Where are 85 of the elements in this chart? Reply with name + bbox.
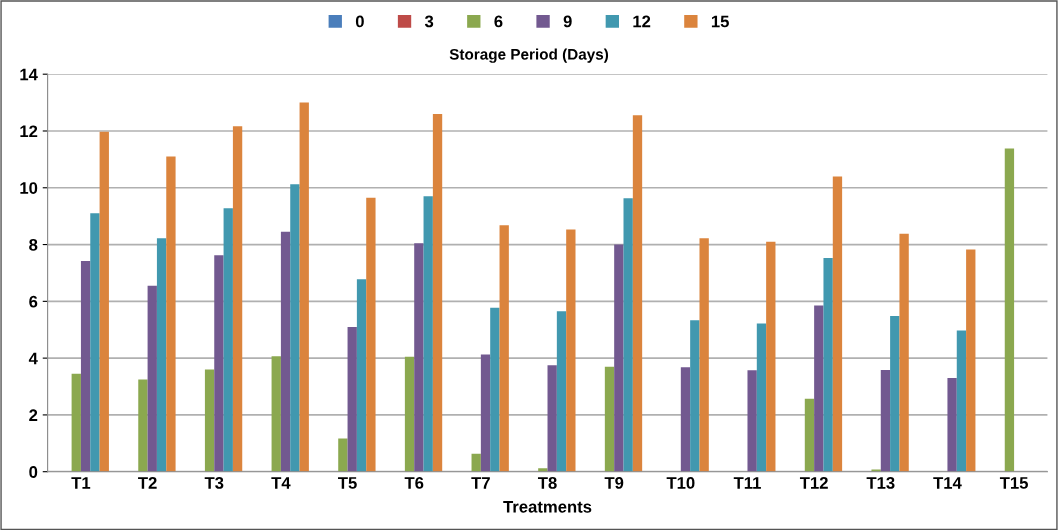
- bar: [338, 438, 348, 472]
- bar: [899, 233, 909, 472]
- bar: [71, 373, 81, 472]
- bar: [204, 369, 215, 472]
- bar: [90, 213, 100, 472]
- bar: [880, 370, 891, 472]
- x-tick-label: T10: [666, 477, 695, 489]
- bar: [871, 469, 881, 472]
- bar: [156, 238, 167, 472]
- bar: [699, 238, 709, 472]
- bar: [138, 379, 148, 472]
- y-tick-label: 10: [20, 182, 38, 194]
- y-tick-label: 4: [28, 352, 38, 365]
- legend-label: 12: [633, 15, 651, 28]
- bar: [471, 453, 481, 472]
- bar: [804, 398, 815, 472]
- x-tick-label: T2: [138, 477, 157, 489]
- bar: [347, 326, 357, 472]
- legend-label: 0: [355, 15, 364, 28]
- bar: [623, 198, 633, 472]
- bar: [299, 102, 309, 472]
- bar: [604, 366, 615, 472]
- bar: [423, 196, 433, 472]
- x-axis-title: Treatments: [503, 501, 592, 513]
- bar: [814, 305, 824, 472]
- y-tick-label: 0: [29, 466, 38, 478]
- bar: [166, 156, 176, 472]
- bar: [366, 197, 376, 472]
- bar: [766, 241, 776, 472]
- bar: [290, 184, 300, 472]
- bar: [832, 176, 843, 472]
- y-tick-label: 8: [29, 238, 38, 251]
- bar: [614, 244, 624, 472]
- x-tick-label: T9: [604, 477, 624, 489]
- x-tick-label: T14: [933, 477, 962, 489]
- bar: [223, 208, 233, 472]
- bar: [490, 307, 500, 472]
- bar: [547, 365, 557, 472]
- bar: [756, 323, 767, 472]
- x-tick-label: T6: [404, 477, 424, 489]
- bar: [280, 231, 291, 472]
- bar: [538, 468, 548, 472]
- x-tick-label: T1: [71, 477, 91, 489]
- x-tick-label: T15: [999, 477, 1028, 489]
- bar: [632, 115, 643, 472]
- bar: [966, 249, 976, 472]
- x-tick-label: T8: [537, 477, 557, 489]
- x-tick-label: T12: [799, 477, 828, 489]
- bar: [414, 243, 424, 472]
- legend-label: 15: [711, 15, 729, 28]
- bar: [566, 229, 576, 472]
- bar: [214, 255, 224, 472]
- x-tick-label: T11: [733, 477, 761, 489]
- bar: [356, 279, 367, 472]
- bar: [890, 316, 900, 472]
- x-tick-label: T13: [866, 477, 895, 489]
- x-tick-label: T4: [271, 477, 291, 489]
- bar: [99, 131, 109, 472]
- bar: [271, 356, 281, 472]
- y-tick-label: 6: [29, 295, 38, 308]
- x-tick-label: T7: [471, 477, 490, 489]
- bar: [823, 257, 833, 472]
- bar: [947, 378, 957, 472]
- legend-label: 3: [424, 15, 434, 28]
- y-tick-label: 12: [20, 125, 38, 138]
- bar: [404, 356, 415, 472]
- x-tick-label: T5: [338, 477, 357, 489]
- bar: [1004, 148, 1015, 472]
- bar: [147, 285, 157, 472]
- legend-title: Storage Period (Days): [449, 48, 609, 63]
- legend-label: 9: [563, 15, 572, 28]
- bar: [232, 126, 243, 472]
- bar: [556, 311, 567, 472]
- bar: [432, 113, 443, 472]
- y-tick-label: 14: [20, 68, 38, 81]
- bar: [747, 370, 757, 472]
- x-tick-label: T3: [204, 477, 224, 489]
- bar: [499, 225, 509, 472]
- bar: [80, 261, 91, 472]
- legend-label: 6: [494, 15, 503, 28]
- bar: [956, 330, 967, 472]
- y-tick-label: 2: [29, 409, 38, 421]
- bar: [680, 367, 691, 472]
- bar: [480, 354, 491, 472]
- bar: [690, 320, 700, 472]
